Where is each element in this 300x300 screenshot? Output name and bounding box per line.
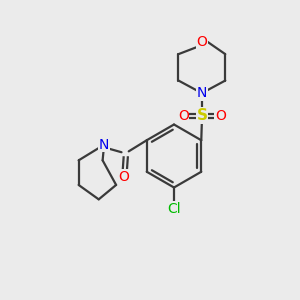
Text: N: N	[197, 86, 207, 100]
Text: O: O	[178, 109, 189, 123]
Text: O: O	[215, 109, 226, 123]
Text: O: O	[118, 170, 129, 184]
Text: S: S	[196, 108, 207, 123]
Text: Cl: Cl	[167, 202, 181, 216]
Text: O: O	[196, 34, 207, 49]
Text: N: N	[99, 138, 109, 152]
